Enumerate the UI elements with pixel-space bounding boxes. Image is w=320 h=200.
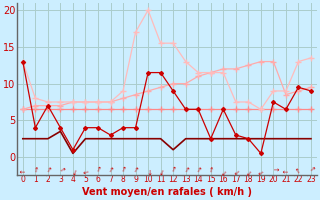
Text: ↑: ↑	[294, 166, 302, 174]
Text: ↑: ↑	[32, 167, 39, 174]
Text: ↑: ↑	[270, 167, 276, 173]
Text: ↑: ↑	[169, 166, 177, 174]
Text: ↑: ↑	[145, 167, 151, 173]
Text: ↑: ↑	[219, 166, 228, 174]
Text: ↑: ↑	[244, 166, 252, 174]
Text: ↑: ↑	[283, 167, 289, 173]
Text: ↑: ↑	[194, 166, 202, 174]
Text: ↑: ↑	[307, 166, 315, 174]
Text: ↑: ↑	[132, 166, 140, 174]
Text: ↑: ↑	[20, 167, 26, 173]
Text: ↑: ↑	[69, 166, 77, 174]
Text: ↑: ↑	[207, 167, 214, 174]
Text: ↑: ↑	[232, 166, 240, 174]
Text: ↑: ↑	[119, 166, 127, 174]
Text: ↑: ↑	[182, 166, 190, 174]
Text: ↑: ↑	[107, 166, 115, 174]
Text: ↑: ↑	[56, 166, 64, 174]
Text: ↑: ↑	[157, 166, 164, 174]
Text: ↑: ↑	[257, 166, 265, 174]
Text: ↑: ↑	[94, 166, 102, 174]
Text: ↑: ↑	[82, 167, 89, 174]
X-axis label: Vent moyen/en rafales ( km/h ): Vent moyen/en rafales ( km/h )	[82, 187, 252, 197]
Text: ↑: ↑	[44, 166, 52, 174]
